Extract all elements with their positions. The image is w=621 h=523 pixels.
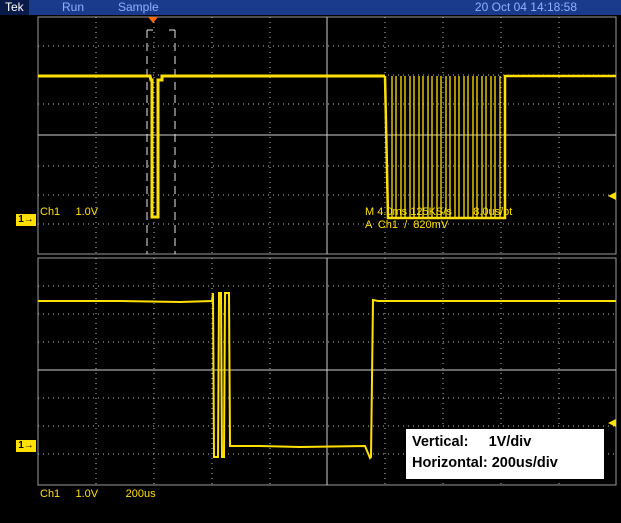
timebase-readout: M 4.0ms 125KS/s 8.0us/pt — [365, 206, 513, 218]
top-waveform-trace — [38, 74, 616, 220]
top-trigger-level-arrow[interactable] — [608, 192, 616, 200]
run-state-button[interactable]: Run — [62, 0, 85, 14]
top-channel-marker[interactable]: 1→ — [16, 214, 36, 226]
bottom-channel-marker-label: 1 — [18, 440, 24, 451]
trigger-position-marker[interactable] — [148, 17, 158, 23]
trigger-readout: A Ch1 / 820mV — [365, 219, 449, 231]
bottom-waveform-trace — [38, 292, 616, 460]
datetime-label: 20 Oct 04 14:18:58 — [474, 0, 577, 14]
top-graticule — [37, 16, 617, 255]
settings-info-box: Vertical: 1V/div Horizontal: 200us/div — [405, 428, 605, 480]
vertical-scale-label: Vertical: 1V/div — [412, 434, 532, 450]
bottom-channel-marker[interactable]: 1→ — [16, 440, 36, 452]
bottom-readout: Ch1 1.0V 200us — [40, 488, 156, 500]
horizontal-scale-label: Horizontal: 200us/div — [412, 455, 558, 471]
top-channel-scale: Ch1 1.0V — [40, 206, 99, 218]
bottom-trigger-level-arrow[interactable] — [608, 419, 616, 427]
acquire-mode-label: Sample — [118, 0, 159, 14]
brand-label: Tek — [0, 0, 29, 15]
status-bar: Tek Run Sample 20 Oct 04 14:18:58 — [0, 0, 621, 15]
top-channel-marker-label: 1 — [18, 214, 24, 225]
zoom-window-brackets[interactable] — [146, 29, 176, 254]
